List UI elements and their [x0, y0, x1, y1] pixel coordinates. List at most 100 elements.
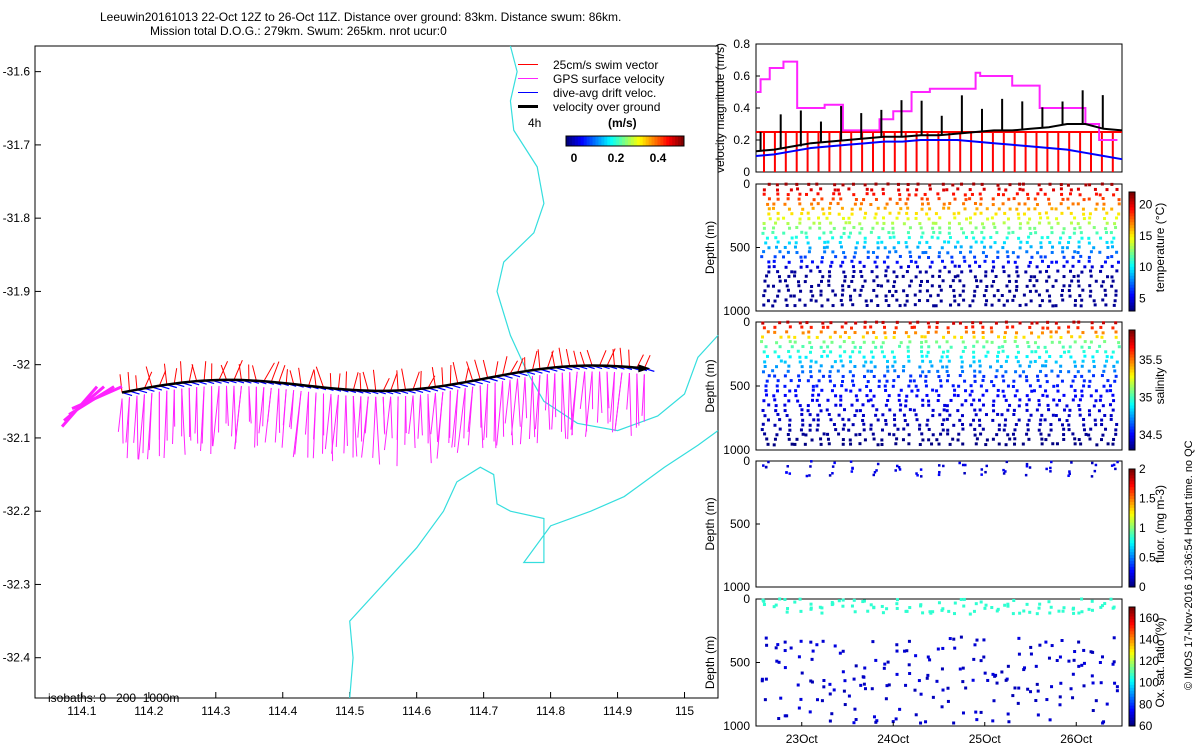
oxygen-point [898, 707, 902, 711]
temperature-point [927, 217, 931, 221]
temperature-point [1094, 279, 1098, 283]
temperature-point [1011, 251, 1015, 255]
temperature-point [825, 245, 829, 249]
salinity-point [971, 325, 975, 329]
temperature-colorbar-tick: 20 [1139, 198, 1153, 212]
salinity-point [915, 418, 919, 422]
oxygen-point [991, 719, 995, 723]
salinity-point [931, 433, 935, 437]
temperature-point [925, 279, 929, 283]
temperature-point [776, 192, 780, 196]
salinity-point [869, 427, 873, 431]
temperature-colorbar-cell [1129, 287, 1135, 291]
salinity-point [799, 428, 803, 432]
temperature-point [1001, 265, 1005, 269]
oxygen-y-label: Depth (m) [703, 636, 717, 689]
salinity-point [1011, 432, 1015, 436]
salinity-point [1117, 341, 1121, 345]
salinity-point [830, 340, 834, 344]
salinity-point [970, 389, 974, 393]
temperature-point [819, 187, 823, 191]
oxygen-point [1018, 611, 1022, 615]
salinity-point [837, 413, 841, 417]
salinity-point [938, 345, 942, 349]
salinity-point [887, 394, 891, 398]
salinity-point [989, 326, 993, 330]
oxygen-point [821, 639, 825, 643]
temperature-point [973, 275, 977, 279]
salinity-point [1089, 394, 1093, 398]
salinity-point [852, 383, 856, 387]
salinity-point [974, 442, 978, 446]
temperature-point [1068, 294, 1072, 298]
salinity-point [773, 437, 777, 441]
gps-vector [584, 371, 588, 432]
temperature-point [905, 245, 909, 249]
salinity-point [960, 335, 964, 339]
salinity-point [926, 321, 930, 325]
temperature-point [1038, 221, 1042, 225]
temperature-point [807, 217, 811, 221]
gps-vector [148, 392, 153, 451]
temperature-point [858, 207, 862, 211]
salinity-point [974, 413, 978, 417]
temperature-point [842, 226, 846, 230]
temperature-point [836, 188, 840, 192]
gps-vector [345, 395, 348, 446]
temperature-point [909, 279, 913, 283]
temperature-point [973, 289, 977, 293]
temperature-point [1069, 269, 1073, 273]
temperature-point [797, 284, 801, 288]
oxygen-point [925, 676, 929, 680]
salinity-point [772, 394, 776, 398]
temperature-point [888, 211, 892, 215]
temperature-point [1036, 251, 1040, 255]
salinity-point [1098, 344, 1102, 348]
temperature-point [852, 225, 856, 229]
salinity-point [1091, 355, 1095, 359]
oxygen-point [1029, 652, 1033, 656]
temperature-point [885, 202, 889, 206]
temperature-point [1076, 187, 1080, 191]
oxygen-point [887, 683, 891, 687]
salinity-point [916, 320, 920, 324]
oxygen-point [919, 604, 923, 608]
fluor-point [984, 470, 987, 474]
oxygen-point [1050, 644, 1054, 648]
salinity-point [880, 428, 884, 432]
temperature-point [869, 230, 873, 234]
salinity-point [809, 325, 813, 329]
salinity-point [958, 321, 962, 325]
temperature-point [855, 241, 859, 245]
oxygen-colorbar-cell [1129, 714, 1135, 718]
temperature-point [805, 265, 809, 269]
salinity-point [1100, 335, 1104, 339]
temperature-point [979, 279, 983, 283]
map-colorbar-cell [630, 136, 635, 146]
salinity-point [1087, 345, 1091, 349]
salinity-point [1033, 341, 1037, 345]
gps-vector [313, 392, 317, 440]
fluor-point [1090, 475, 1094, 478]
temperature-colorbar-cell [1129, 224, 1135, 229]
gps-vector [628, 373, 632, 436]
swim-vector [464, 367, 469, 383]
temperature-point [993, 225, 997, 229]
salinity-point [981, 335, 985, 339]
oxygen-colorbar-cell [1129, 696, 1135, 700]
salinity-colorbar-cell [1129, 375, 1135, 379]
oxygen-point [1017, 636, 1021, 640]
swim-vector [452, 362, 459, 384]
salinity-point [906, 345, 910, 349]
temperature-y-tick-label: 0 [743, 177, 750, 191]
salinity-point [760, 428, 764, 432]
temperature-point [1094, 192, 1098, 196]
salinity-point [939, 379, 943, 383]
oxygen-point [928, 610, 932, 614]
oxygen-colorbar-tick: 160 [1139, 611, 1159, 625]
salinity-point [812, 418, 816, 422]
temperature-point [947, 206, 951, 210]
oxygen-point [1112, 660, 1116, 664]
salinity-point [863, 325, 867, 329]
map-colorbar-cell [663, 136, 667, 146]
